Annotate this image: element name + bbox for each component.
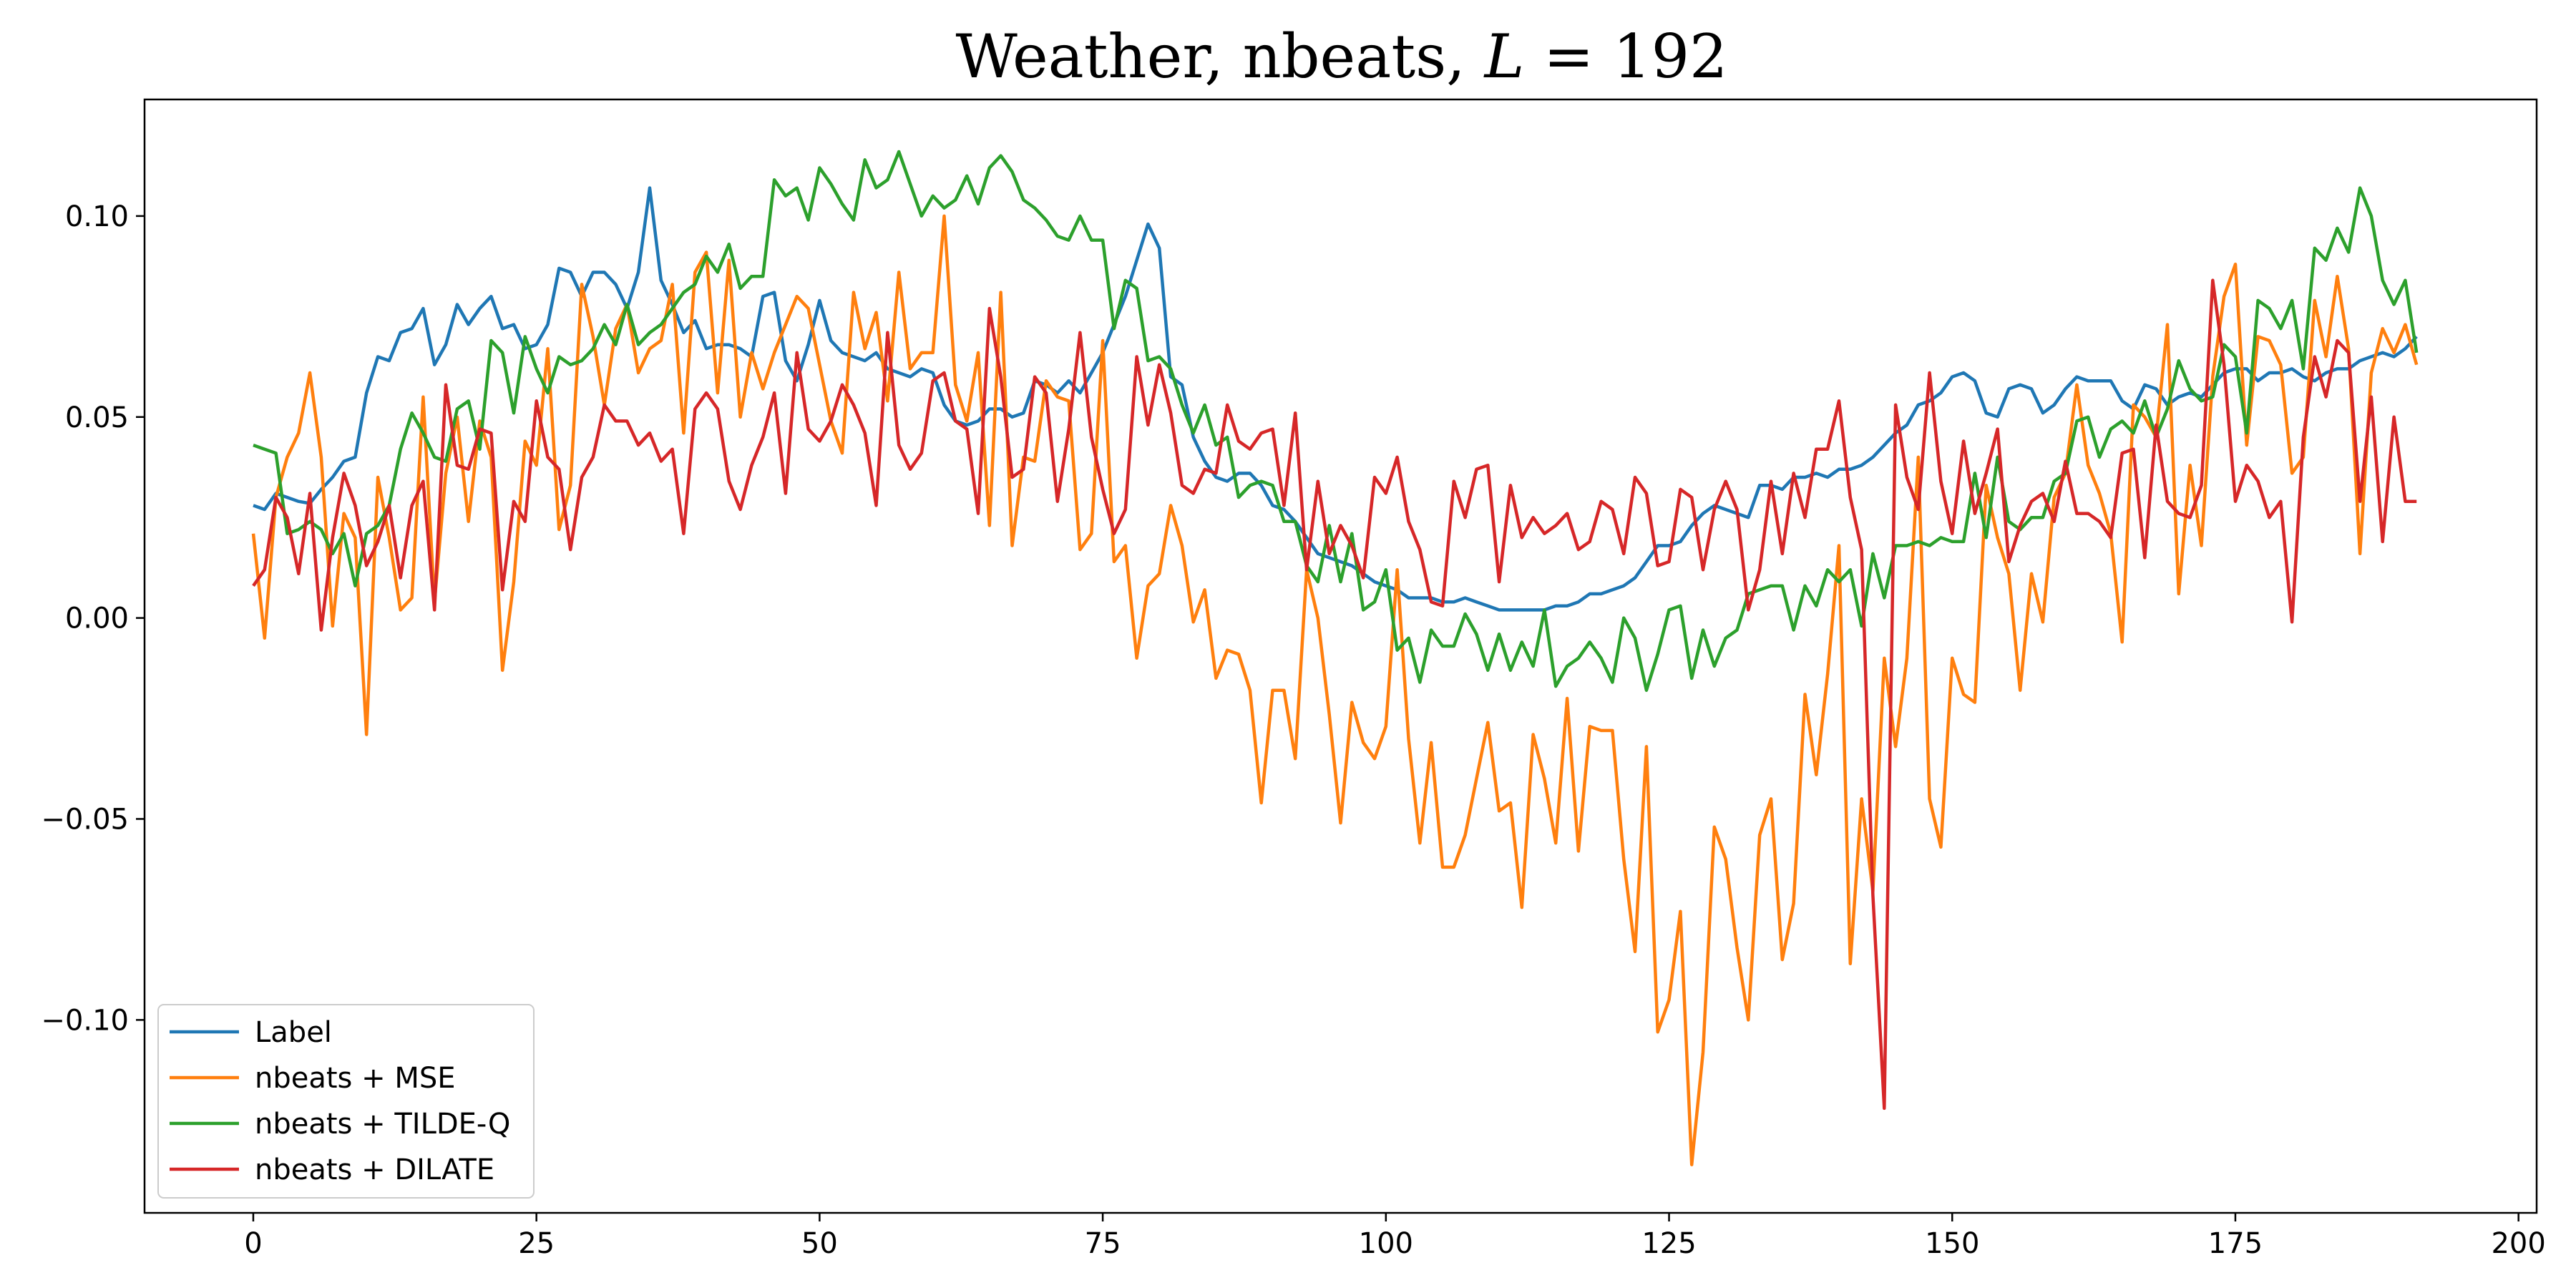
series-layer <box>251 150 2419 1166</box>
axes-frame <box>143 98 2538 1214</box>
y-axis: 0.10 0.05 0.00 −0.05 −0.10 <box>41 200 145 1037</box>
x-tick-label: 175 <box>2208 1227 2263 1260</box>
x-tick-label: 125 <box>1641 1227 1696 1260</box>
y-tick-label: 0.05 <box>65 401 129 434</box>
y-tick-label: 0.10 <box>65 200 129 233</box>
chart-title-math: L = 192 <box>1483 21 1728 92</box>
x-tick-label: 100 <box>1359 1227 1413 1260</box>
legend-label: nbeats + MSE <box>255 1062 456 1095</box>
x-axis: 0 25 50 75 100 125 150 175 200 <box>244 1213 2546 1260</box>
chart-title-value: = 192 <box>1524 21 1727 92</box>
y-tick-label: 0.00 <box>65 602 129 635</box>
x-tick-label: 200 <box>2491 1227 2545 1260</box>
y-tick-label: −0.10 <box>41 1004 129 1037</box>
legend: Label nbeats + MSE nbeats + TILDE-Q nbeats … <box>157 1004 535 1199</box>
legend-label: nbeats + TILDE-Q <box>255 1108 510 1141</box>
x-tick-label: 75 <box>1085 1227 1121 1260</box>
x-tick-label: 150 <box>1925 1227 1979 1260</box>
legend-box <box>157 1004 535 1199</box>
x-tick-label: 25 <box>518 1227 555 1260</box>
legend-label: Label <box>255 1016 332 1049</box>
series-line-nbeats-dilate <box>252 278 2417 1111</box>
series-line-nbeats-tilde-q <box>253 150 2419 692</box>
x-tick-label: 0 <box>244 1227 262 1260</box>
chart-title-text: Weather, nbeats, <box>955 21 1484 92</box>
chart-title-variable: L <box>1483 21 1525 92</box>
x-tick-label: 50 <box>801 1227 838 1260</box>
y-tick-label: −0.05 <box>41 804 129 836</box>
legend-label: nbeats + DILATE <box>255 1153 494 1186</box>
chart-title: Weather, nbeats, L = 192 <box>955 21 1727 92</box>
